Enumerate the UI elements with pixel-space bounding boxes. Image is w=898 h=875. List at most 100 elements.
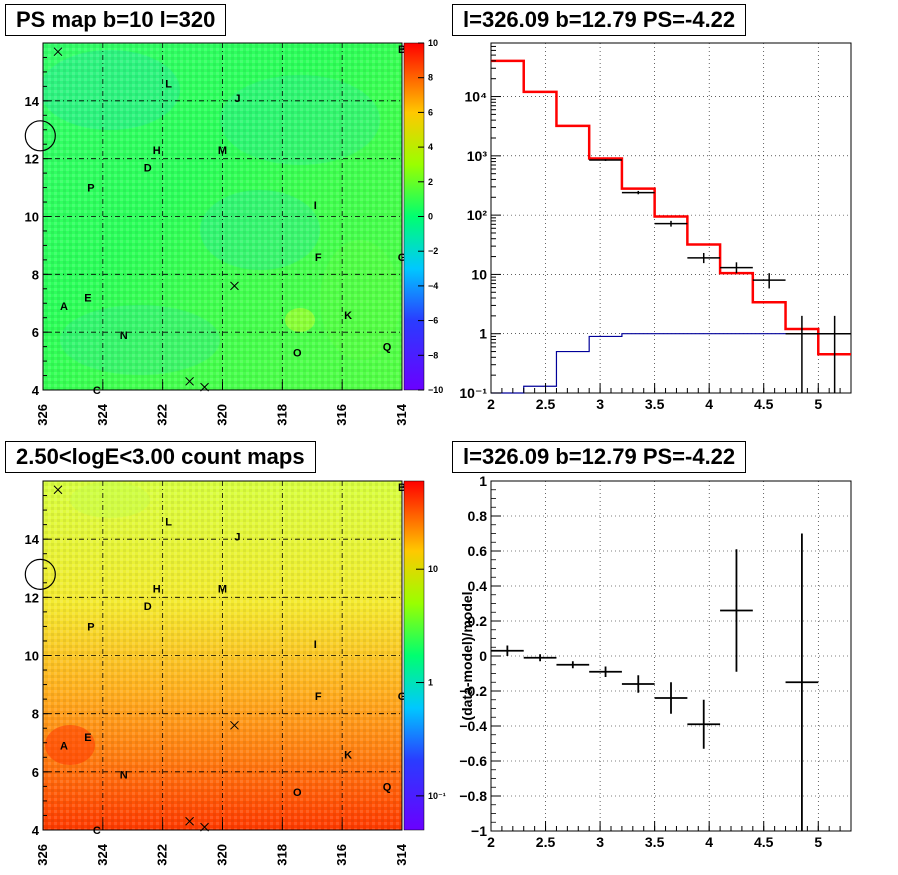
x-tick-label: 2 (487, 396, 495, 412)
x-tick-label: 318 (274, 404, 289, 426)
colorbar-tick-label: 6 (428, 107, 433, 117)
spectrum-panel: 2 2.5 3 3.5 4 4.5 5 10⁻¹ 1 10 10² 10³ 10⁴ (459, 42, 852, 412)
ps-map-axes: 326 324 322 320 318 316 314 4 6 8 10 12 14 (25, 56, 409, 426)
spectrum-axes: 2 2.5 3 3.5 4 4.5 5 10⁻¹ 1 10 10² 10³ 10⁴ (459, 42, 852, 412)
source-label-B: B (398, 482, 406, 494)
source-label-N: N (120, 330, 128, 342)
source-label-O: O (293, 787, 302, 799)
colorbar-tick-label: 1 (428, 678, 433, 688)
y-tick-label: 10 (25, 649, 39, 664)
source-label-B: B (398, 44, 406, 56)
y-tick-label: 0.2 (468, 613, 488, 629)
x-tick-label: 3 (596, 834, 604, 850)
source-label-Q: Q (383, 342, 392, 354)
source-label-G: G (398, 252, 407, 264)
source-label-Q: Q (383, 781, 392, 793)
y-tick-label: 12 (25, 590, 39, 605)
count-map-axes: 326 324 322 320 318 316 314 4 6 8 10 12 14 (25, 495, 409, 866)
background-model-line (491, 333, 851, 394)
source-label-D: D (144, 162, 152, 174)
source-label-C: C (93, 385, 101, 397)
x-tick-label: 5 (814, 834, 822, 850)
source-label-M: M (218, 145, 227, 157)
source-label-H: H (153, 584, 161, 596)
source-label-L: L (165, 78, 172, 90)
count-map-overlay: B L J H M D P I F G A E K N O Q C (24, 482, 407, 837)
y-tick-label: 10 (471, 266, 487, 282)
source-label-D: D (144, 601, 152, 613)
y-tick-label: −0.2 (459, 683, 487, 699)
source-label-F: F (315, 252, 322, 264)
source-label-J: J (234, 93, 240, 105)
y-tick-label: 0.4 (468, 578, 488, 594)
colorbar-tick-label: 8 (428, 73, 433, 83)
x-marker (230, 720, 239, 730)
x-tick-label: 4 (705, 834, 713, 850)
colorbar-tick-label: −8 (428, 350, 438, 360)
residual-y-axis-label: (data-model)/model (459, 591, 475, 720)
selected-source-circle (24, 120, 56, 152)
y-tick-label: 4 (32, 823, 40, 838)
source-label-E: E (84, 292, 91, 304)
source-label-K: K (344, 310, 352, 322)
y-tick-label: 4 (32, 383, 40, 398)
colorbar-tick-label: 0 (428, 212, 433, 222)
x-marker (53, 485, 63, 495)
x-tick-label: 320 (215, 404, 230, 426)
x-tick-label: 324 (95, 403, 110, 425)
x-tick-label: 318 (274, 844, 289, 866)
x-marker (200, 382, 209, 392)
spectrum-frame (490, 42, 852, 394)
y-tick-label: 14 (25, 94, 40, 109)
y-tick-label: 10⁴ (465, 89, 488, 105)
source-label-M: M (218, 584, 227, 596)
count-map-panel: B L J H M D P I F G A E K N O Q C 326 324 322 320 318 316 314 4… (24, 480, 446, 866)
source-label-A: A (60, 301, 68, 313)
y-tick-label: 6 (32, 325, 39, 340)
y-tick-label: 1 (479, 473, 487, 489)
source-label-A: A (60, 741, 68, 753)
colorbar-tick-label: −10 (428, 385, 443, 395)
y-tick-label: −1 (471, 823, 487, 839)
x-marker (185, 376, 194, 386)
spectrum-title: l=326.09 b=12.79 PS=-4.22 (452, 4, 747, 36)
source-label-J: J (234, 531, 240, 543)
x-tick-label: 2.5 (536, 834, 556, 850)
x-tick-label: 326 (35, 404, 50, 426)
y-tick-label: 10 (25, 210, 39, 225)
y-tick-label: 12 (25, 152, 39, 167)
spectrum-plot (491, 59, 851, 394)
x-tick-label: 324 (95, 843, 110, 865)
colorbar-tick-label: −4 (428, 281, 438, 291)
x-tick-label: 5 (814, 396, 822, 412)
y-tick-label: 0.6 (468, 543, 488, 559)
x-tick-label: 3.5 (645, 834, 665, 850)
residual-title: l=326.09 b=12.79 PS=-4.22 (452, 441, 747, 473)
x-marker (200, 822, 209, 832)
x-tick-label: 314 (394, 403, 409, 425)
y-tick-label: −0.4 (459, 718, 487, 734)
total-model-line (491, 59, 851, 356)
source-label-G: G (398, 691, 407, 703)
y-tick-label: 8 (32, 267, 39, 282)
source-label-F: F (315, 691, 322, 703)
x-tick-label: 3 (596, 396, 604, 412)
colorbar-tick-label: 10⁻¹ (428, 791, 446, 801)
residual-grid (490, 480, 851, 832)
count-map-colorbar (403, 480, 425, 831)
residual-plot (491, 533, 819, 831)
x-marker (185, 816, 194, 826)
source-label-I: I (314, 200, 317, 212)
source-label-E: E (84, 732, 91, 744)
y-tick-label: 1 (479, 326, 487, 342)
source-label-O: O (293, 347, 302, 359)
y-tick-label: 0.8 (468, 508, 488, 524)
source-label-H: H (153, 145, 161, 157)
source-label-I: I (314, 639, 317, 651)
y-tick-label: 0 (479, 648, 487, 664)
y-tick-label: −0.8 (459, 788, 487, 804)
colorbar-tick-label: 10 (428, 564, 438, 574)
source-label-P: P (87, 621, 94, 633)
x-tick-label: 2 (487, 834, 495, 850)
